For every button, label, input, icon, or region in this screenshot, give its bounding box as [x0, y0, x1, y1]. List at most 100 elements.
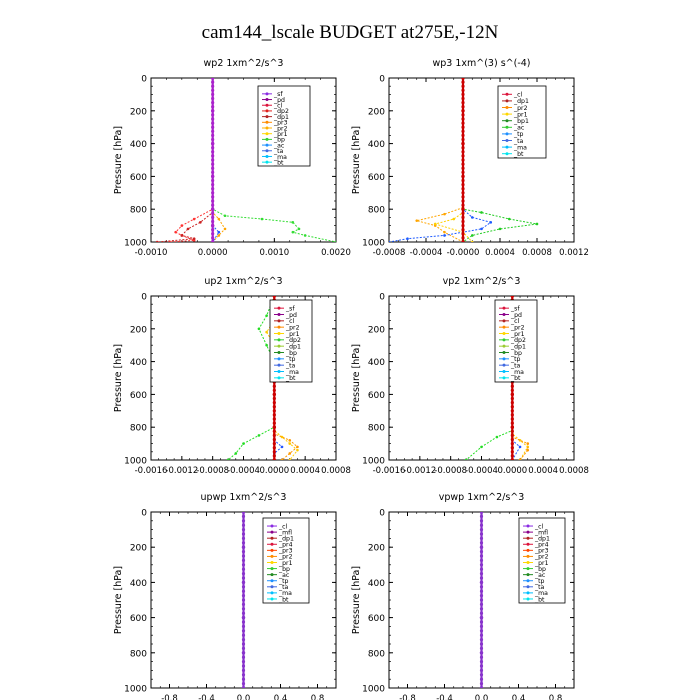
series-point: [241, 655, 246, 659]
legend-marker: [265, 160, 269, 164]
series-point: [479, 664, 484, 668]
series-point: [211, 178, 215, 183]
x-tick-label: -0.0004: [465, 466, 498, 476]
series-point: [297, 227, 301, 231]
series-point: [479, 532, 484, 536]
legend-marker: [502, 363, 506, 367]
series-point: [433, 222, 437, 226]
series-point: [461, 121, 465, 125]
series-point: [296, 448, 299, 452]
series-point: [241, 651, 246, 655]
series-point: [241, 541, 246, 545]
legend-label: _ac: [278, 572, 290, 579]
series-line-pr2: [416, 78, 464, 242]
y-tick-label: 1000: [362, 685, 385, 695]
series-point: [479, 642, 484, 646]
series-point: [461, 84, 465, 88]
legend-label: _tp: [278, 578, 289, 585]
x-tick-label: 0.0004: [485, 248, 515, 258]
series-point: [479, 589, 484, 593]
series-point: [461, 166, 465, 170]
series-point: [479, 607, 484, 611]
series-point: [234, 452, 238, 455]
legend: _cl_dp1_pr2_pr1_bp1_ac_tp_ta_ma_bt: [497, 85, 547, 159]
legend-label: _pd: [285, 312, 297, 319]
series-point: [211, 162, 215, 166]
series-point: [211, 92, 215, 96]
y-tick-label: 200: [368, 544, 385, 554]
legend-label: _bt: [278, 596, 289, 603]
legend-label: _pr1: [534, 560, 549, 567]
legend-label: _ta: [513, 138, 524, 145]
series-point: [479, 541, 484, 545]
legend-label: _ta: [510, 362, 521, 369]
legend-label: _ac: [534, 572, 546, 579]
series-point: [211, 224, 215, 228]
series-point: [211, 150, 215, 154]
x-tick-label: 0.0020: [321, 248, 351, 258]
series-point: [288, 439, 292, 442]
series-point: [211, 129, 215, 133]
series-point: [461, 228, 465, 232]
series-point: [241, 512, 246, 514]
series-point: [241, 629, 246, 633]
series-point: [265, 314, 268, 317]
legend-box: [494, 299, 538, 383]
series-point: [211, 101, 215, 105]
legend-marker: [526, 548, 530, 552]
x-tick-label: -0.0012: [165, 466, 198, 476]
y-tick-label: 0: [379, 293, 385, 303]
series-point: [510, 442, 514, 446]
legend-marker: [526, 530, 530, 534]
series-point: [291, 221, 295, 224]
series-point: [211, 232, 215, 236]
series-point: [479, 514, 484, 519]
series-point: [461, 129, 465, 133]
legend-marker: [505, 112, 509, 116]
series-point: [241, 532, 246, 536]
series-point: [211, 203, 215, 207]
legend-marker: [526, 542, 530, 546]
series-point: [461, 203, 465, 207]
series-point: [461, 224, 465, 228]
series-point: [479, 660, 484, 664]
series-point: [526, 442, 530, 445]
series-point: [479, 629, 484, 633]
y-tick-label: 600: [130, 173, 147, 183]
y-axis-label: Pressure [hPa]: [113, 566, 124, 634]
series-point: [461, 113, 465, 117]
legend-label: _pd: [510, 312, 522, 319]
series-point: [272, 437, 276, 442]
y-tick-label: 600: [130, 391, 147, 401]
legend-marker: [526, 573, 530, 577]
series-point: [461, 236, 465, 240]
series-point: [241, 607, 246, 611]
chart-panel-2: wp3 1xm^(3) s^(-4) Pressure [hPa] 0 200 400 6…: [351, 58, 589, 258]
legend-label: _bp: [285, 350, 297, 357]
series-point: [510, 413, 514, 417]
series-point: [211, 88, 215, 92]
series-point: [211, 158, 215, 162]
y-tick-label: 200: [368, 107, 385, 117]
legend-label: _dp1: [278, 535, 294, 542]
series-point: [415, 219, 419, 222]
series-point: [272, 417, 276, 421]
legend-label: _cl: [278, 523, 287, 530]
series-point: [479, 677, 484, 681]
legend-label: _dp2: [273, 108, 289, 115]
series-point: [461, 195, 465, 199]
legend-label: _dp1: [273, 114, 289, 121]
series-line-bp1: [433, 78, 473, 242]
x-tick-label: 0.0010: [259, 248, 289, 258]
chart-panel-1: wp2 1xm^2/s^3 Pressure [hPa] 0 200 400 600 800…: [113, 58, 351, 258]
legend-label: _dp1: [285, 343, 301, 350]
series-point: [241, 585, 246, 589]
series-point: [241, 519, 246, 523]
legend-label: _bp: [534, 566, 546, 573]
series-point: [479, 616, 484, 620]
x-tick-label: 0.0004: [528, 466, 558, 476]
series-point: [495, 435, 499, 439]
series-point: [479, 563, 484, 567]
x-tick-label: 0.0000: [259, 466, 289, 476]
legend-label: _sf: [285, 305, 295, 312]
